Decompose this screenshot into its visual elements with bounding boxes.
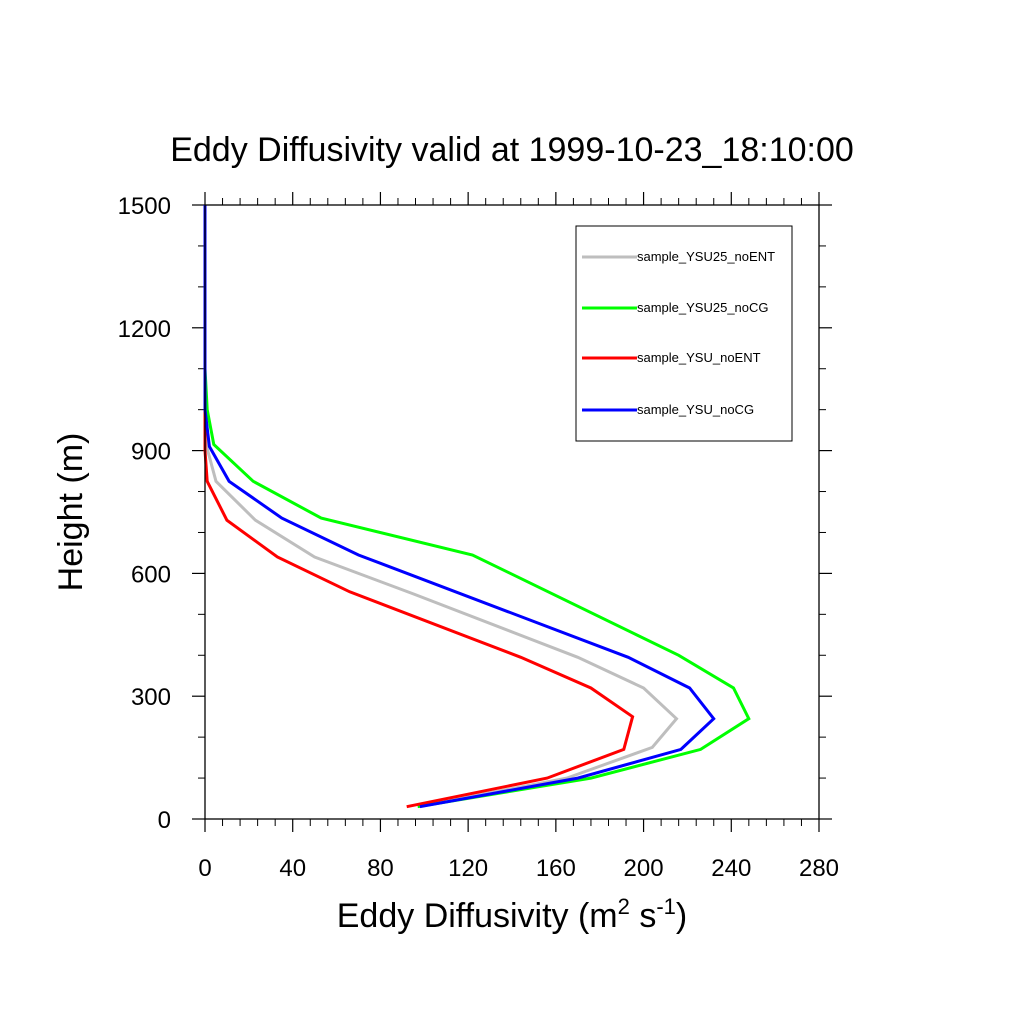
x-axis-label: Eddy Diffusivity (m2 s-1) <box>337 894 687 935</box>
chart-title: Eddy Diffusivity valid at 1999-10-23_18:… <box>170 131 854 169</box>
legend-label: sample_YSU_noENT <box>637 350 761 365</box>
legend: sample_YSU25_noENT sample_YSU25_noCGsampl… <box>575 225 793 442</box>
minor-ticks <box>198 198 826 826</box>
legend-label: sample_YSU25_noENT <box>637 249 775 264</box>
y-tick-label: 1200 <box>118 316 171 343</box>
legend-items: sample_YSU25_noENT sample_YSU25_noCGsampl… <box>582 249 775 417</box>
x-axis-tick-labels: 0 40 80 120 160 200 240 280 <box>198 855 839 882</box>
x-axis-label-superscript-minus-1: -1 <box>656 894 676 919</box>
x-tick-label: 240 <box>711 855 751 882</box>
y-tick-label: 300 <box>131 684 171 711</box>
plot-area <box>192 192 832 832</box>
x-tick-label: 120 <box>448 855 488 882</box>
x-axis-label-unit-s: s <box>630 897 656 935</box>
y-tick-label: 600 <box>131 561 171 588</box>
x-tick-label: 160 <box>536 855 576 882</box>
x-axis-label-main: Eddy Diffusivity (m <box>337 897 618 935</box>
y-tick-label: 0 <box>158 807 171 834</box>
x-tick-label: 280 <box>799 855 839 882</box>
x-tick-label: 40 <box>279 855 306 882</box>
legend-box <box>575 225 793 442</box>
y-axis-tick-labels: 0 300 600 900 1200 1500 <box>118 193 171 834</box>
plot-frame <box>204 204 820 820</box>
x-tick-label: 80 <box>367 855 394 882</box>
x-tick-label: 200 <box>624 855 664 882</box>
legend-label: sample_YSU25_noCG <box>637 300 769 315</box>
x-tick-label: 0 <box>198 855 211 882</box>
x-axis-label-close: ) <box>676 897 687 935</box>
y-tick-label: 1500 <box>118 193 171 220</box>
legend-label: sample_YSU_noCG <box>637 402 754 417</box>
x-axis-label-superscript-2: 2 <box>618 894 630 919</box>
y-axis-label: Height (m) <box>52 433 90 592</box>
major-ticks <box>192 192 832 832</box>
y-tick-label: 900 <box>131 439 171 466</box>
